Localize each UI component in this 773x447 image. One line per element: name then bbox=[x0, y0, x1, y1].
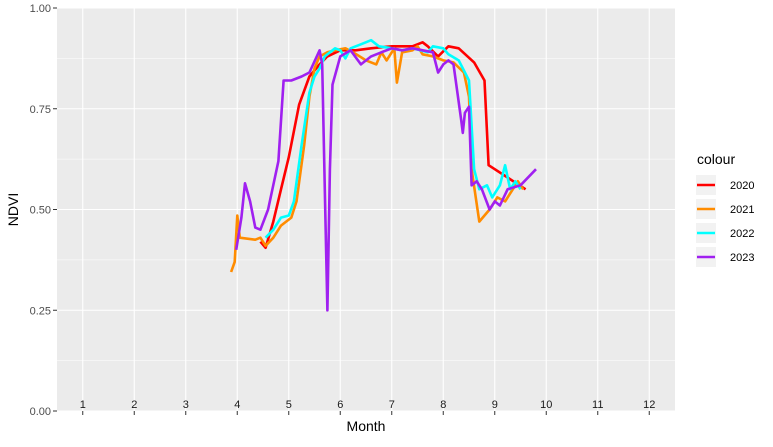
x-month-label: 4 bbox=[234, 399, 240, 411]
legend-label: 2022 bbox=[730, 228, 754, 240]
x-month-label: 3 bbox=[183, 399, 189, 411]
x-month-label: 7 bbox=[389, 399, 395, 411]
x-month-label: 9 bbox=[492, 399, 498, 411]
series-line-2023 bbox=[234, 47, 537, 312]
y-tick-label: 0.75 bbox=[30, 104, 51, 116]
x-month-label: 2 bbox=[131, 399, 137, 411]
y-tick-label: 0.50 bbox=[30, 205, 51, 217]
series-lines bbox=[229, 38, 537, 312]
y-tick-label: 0.25 bbox=[30, 305, 51, 317]
legend-label: 2023 bbox=[730, 252, 754, 264]
legend-label: 2020 bbox=[730, 180, 754, 192]
y-tick-label: 1.00 bbox=[30, 3, 51, 15]
axes: 0.000.250.500.751.001 2 3 4 5 6 7 8 9 10 11 12 bbox=[30, 3, 656, 418]
y-axis-title: NDVI bbox=[5, 193, 21, 226]
x-month-label: 1 bbox=[80, 399, 86, 411]
legend-label: 2021 bbox=[730, 204, 754, 216]
grid-lines bbox=[57, 7, 675, 412]
x-month-label: 12 bbox=[643, 399, 655, 411]
legend-title: colour bbox=[697, 151, 735, 167]
x-month-label: 10 bbox=[540, 399, 552, 411]
legend: colour 2020 2021 2022 2023 bbox=[696, 151, 754, 267]
x-month-label: 11 bbox=[592, 399, 603, 411]
x-axis-title: Month bbox=[347, 418, 386, 434]
series-line-2020 bbox=[259, 41, 527, 250]
x-month-label: 5 bbox=[286, 399, 292, 411]
x-month-label: 6 bbox=[337, 399, 343, 411]
y-tick-label: 0.00 bbox=[30, 406, 51, 418]
x-month-label: 8 bbox=[440, 399, 446, 411]
